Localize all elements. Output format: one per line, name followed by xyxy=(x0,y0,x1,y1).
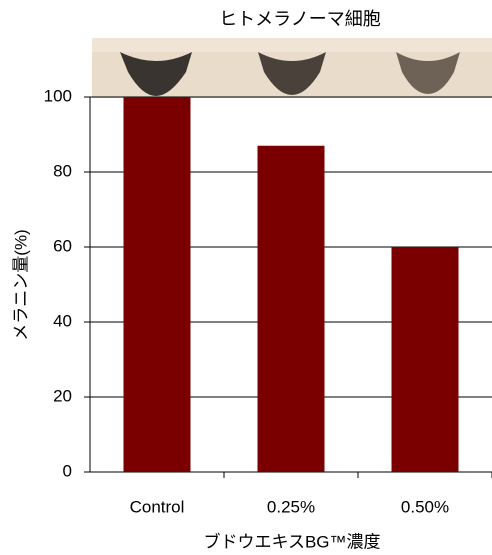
chart-title: ヒトメラノーマ細胞 xyxy=(219,9,381,29)
bar xyxy=(391,247,459,472)
x-tick-label: Control xyxy=(130,497,185,516)
y-tick-label: 40 xyxy=(53,311,72,330)
y-axis-title: メラニン量(%) xyxy=(11,229,30,340)
y-tick-label: 20 xyxy=(53,386,72,405)
y-tick-label: 60 xyxy=(53,236,72,255)
tube-photo xyxy=(92,38,492,98)
x-axis-title: ブドウエキスBG™濃度 xyxy=(203,531,380,551)
x-tick-label: 0.25% xyxy=(267,497,315,516)
y-tick-label: 0 xyxy=(63,461,72,480)
bar xyxy=(123,97,191,472)
x-tick-label: 0.50% xyxy=(401,497,449,516)
y-tick-label: 80 xyxy=(53,161,72,180)
y-tick-label: 100 xyxy=(44,86,72,105)
bar xyxy=(257,145,325,472)
